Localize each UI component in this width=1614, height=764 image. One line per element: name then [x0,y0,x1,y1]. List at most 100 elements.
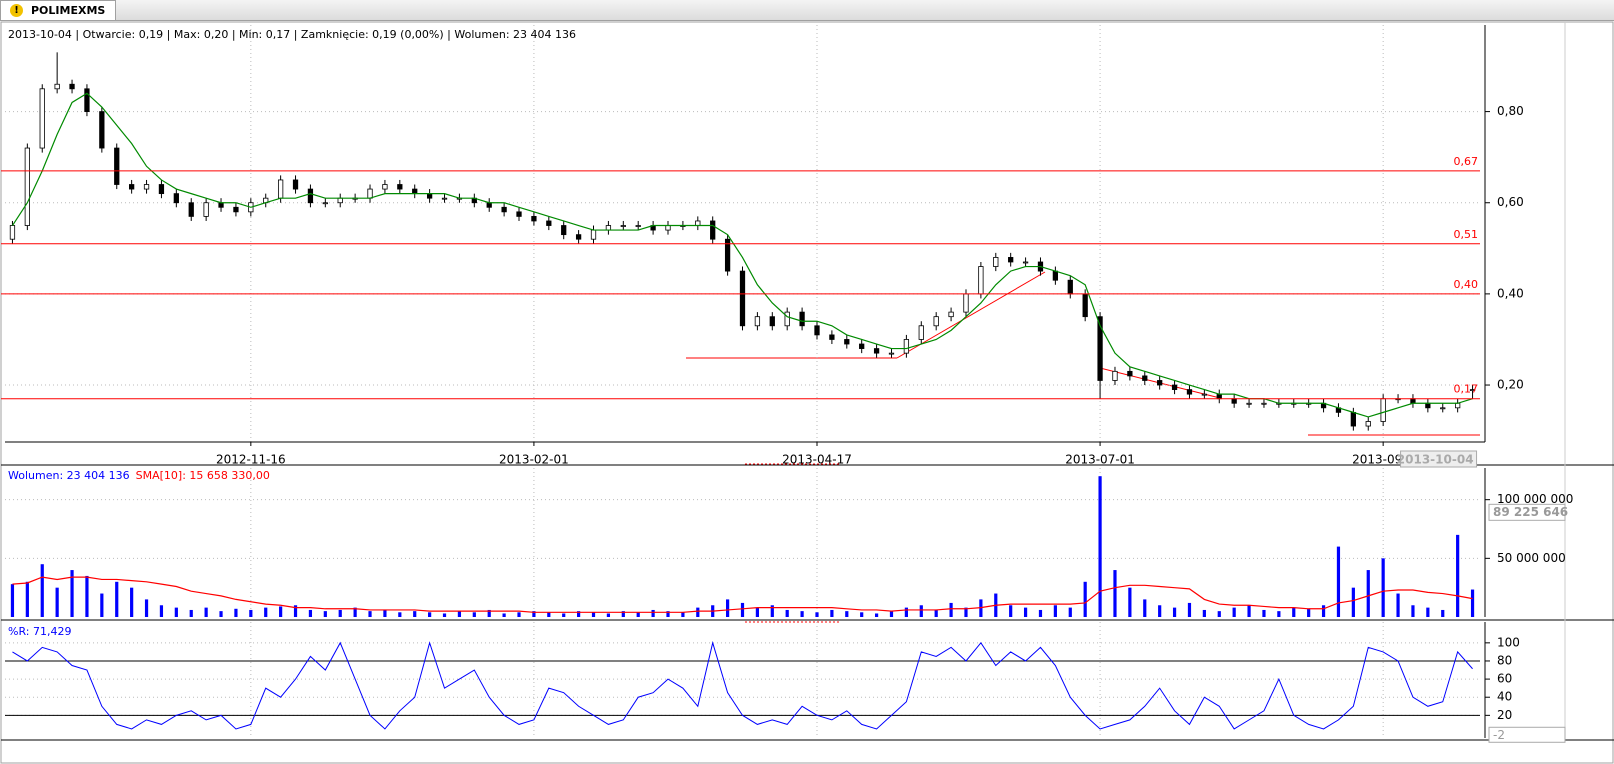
candle-body [1425,402,1431,409]
level-label: 0,17 [1454,383,1479,396]
candle-body [1186,389,1193,395]
x-tick-label: 2012-11-16 [216,453,286,467]
candle-body [218,202,224,208]
williams-r-line [12,640,1473,730]
chart-header: 2013-10-04 | Otwarcie: 0,19 | Max: 0,20 … [8,28,576,41]
volume-bar [547,612,551,617]
y-tick-label: 40 [1497,690,1512,704]
volume-bar [1470,589,1475,617]
volume-bar [874,613,879,617]
volume-bar [1247,605,1251,617]
volume-bar [770,605,774,617]
volume-bar [1113,570,1117,617]
volume-bar [562,613,566,617]
volume-bar [85,575,89,617]
volume-bar [904,607,908,617]
volume-bar [740,602,745,617]
volume-bar [606,613,611,617]
volume-bar [398,612,402,617]
volume-bar [651,609,655,617]
volume-bar [279,606,283,617]
volume-bar [1277,611,1281,617]
candle-body [739,270,746,327]
volume-bar [830,609,834,617]
cursor-label: -2 [1493,728,1505,742]
volume-bar [308,609,313,617]
candle-body [799,311,805,327]
cursor-box [1488,503,1566,521]
volume-bar [785,609,789,617]
tab[interactable]: ! POLIMEXMS [0,0,116,20]
chart: 2012-11-16 2013-02-01 2013-04-17 2013-07-01… [0,21,1614,764]
chart-frame [0,21,1614,764]
candle-body [1469,389,1476,391]
y-tick-label: 60 [1497,672,1512,686]
candle-body [9,225,16,240]
volume-bar [1023,607,1028,617]
volume-bar [1009,605,1013,617]
volume-bar [636,612,640,617]
candle-body [307,188,314,204]
candle-body [143,184,150,190]
volume-bar [219,611,223,617]
volume-bar [889,611,894,617]
volume-bar [517,612,521,617]
x-tick-label: 2013-02-01 [499,453,569,467]
volume-bar [472,612,476,617]
candle-body [322,202,328,205]
candle-body [382,184,388,190]
volume-bar [1292,607,1296,617]
candle-body [397,184,403,190]
volume-bar [189,609,193,617]
candle-body [367,188,373,199]
volume-bar [1336,546,1341,617]
candle-body [963,293,969,313]
volume-bar [40,564,44,617]
candle-body [486,202,492,208]
candle-body [873,348,880,354]
volume-bar [696,607,700,617]
volume-bar [919,605,923,617]
volume-bar [1053,605,1057,617]
volume-bar [70,570,74,617]
volume-bar [1068,607,1072,617]
candle-body [69,83,75,90]
volume-bar [1366,570,1370,617]
y-tick-label: 100 [1497,635,1520,649]
y-tick-label: 0,60 [1497,195,1524,209]
candle-body [1157,380,1163,386]
candle-body [620,225,626,227]
cursor-box [1400,450,1478,468]
volume-bar [1187,602,1192,617]
volume-bar [1172,607,1177,617]
volume-bar [621,611,625,617]
volume-bar [949,602,953,617]
volume-bar [25,581,29,617]
candle-body [1052,270,1059,281]
candle-body [188,202,194,217]
cursor-box [1488,726,1566,743]
candle-body [1365,421,1371,427]
candle-body [337,197,343,204]
x-tick-label: 2013-09-1 [1352,453,1414,467]
candle-body [129,184,135,190]
candle-body [1350,411,1356,427]
volume-bar [577,611,581,617]
moving-average [11,92,1473,418]
candle-body [575,234,582,240]
candle-body [1440,407,1446,410]
candle-body [1067,279,1073,295]
volume-bar [1426,607,1430,617]
volume-bar [1232,607,1236,617]
candle-body [1112,370,1118,381]
volume-bar [144,599,149,617]
candle-body [203,202,209,217]
candle-body [1022,261,1029,264]
panel-header: SMA[10]: 15 658 330,00 [136,469,270,482]
candle-body [412,188,418,195]
candle-body [1097,316,1103,381]
candle-body [769,316,775,327]
candle-body [292,179,299,190]
volume-bar [845,611,849,617]
